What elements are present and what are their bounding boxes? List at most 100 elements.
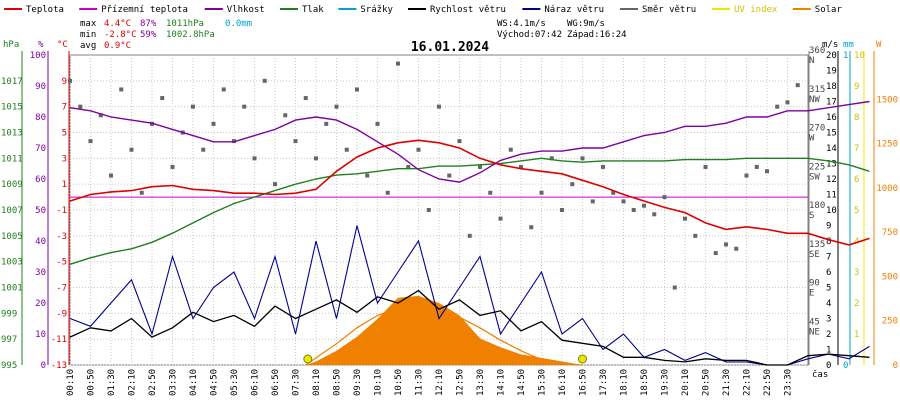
wind-axis-tick: 16 (826, 113, 837, 123)
wind-direction-point (785, 100, 790, 105)
wind-direction-point (385, 190, 390, 195)
humidity-axis-tick: 100 (30, 51, 46, 61)
wind-direction-point (314, 156, 318, 161)
uv-axis-tick: 8 (854, 113, 859, 123)
direction-axis-tick: 270 (809, 124, 825, 134)
solar-axis-tick: 1000 (876, 184, 898, 194)
wind-direction-point (672, 285, 677, 290)
direction-axis-name: W (809, 134, 815, 144)
wind-direction-point (334, 104, 339, 109)
wind-axis-tick: 6 (826, 268, 831, 278)
time-tick: 15:30 (538, 369, 548, 396)
wind-direction-point (478, 164, 482, 169)
time-tick: 05:30 (230, 369, 240, 396)
wind-direction-point (355, 87, 359, 92)
stats-max-rain: 0.0mm (225, 19, 252, 29)
uv-axis-tick: 3 (854, 268, 859, 278)
time-axis-label: čas (812, 369, 828, 380)
stats-avg-label: avg (80, 41, 96, 51)
wind-direction-point (221, 87, 226, 92)
pressure-axis-tick: 1015 (1, 103, 23, 113)
wind-axis-tick: 1 (826, 346, 831, 356)
legend-label: Vlhkost (227, 5, 265, 15)
time-tick: 10:50 (394, 369, 404, 396)
wind-direction-point (570, 182, 575, 187)
solar-axis-tick: 1250 (876, 140, 898, 150)
sunset-marker (578, 354, 587, 364)
time-tick: 07:30 (292, 369, 302, 396)
pressure-axis-tick: 997 (1, 335, 17, 345)
wind-direction-point (170, 164, 175, 169)
wind-direction-point (590, 199, 595, 204)
temp-axis-tick: -9 (56, 309, 67, 319)
wind-direction-point (344, 147, 349, 152)
wind-direction-point (375, 121, 380, 126)
pressure-axis-tick: 1003 (1, 258, 23, 268)
wind-direction-point (519, 164, 523, 169)
wind-axis-tick: 11 (826, 191, 837, 201)
wind-direction-point (652, 212, 657, 217)
temp-axis-tick: -5 (56, 258, 67, 268)
pressure-axis-tick: 1009 (1, 180, 23, 190)
time-tick: 00:50 (87, 369, 97, 396)
stats-min-temp: -2.8°C (104, 30, 137, 40)
wind-direction-point (601, 164, 605, 169)
stats-sunrise: Východ:07:42 (497, 30, 562, 40)
legend-label: Tlak (302, 5, 324, 15)
wind-direction-point (498, 216, 503, 221)
time-tick: 14:10 (497, 369, 507, 396)
time-tick: 18:10 (620, 369, 630, 396)
legend-label: UV index (734, 5, 778, 15)
uv-axis-tick: 5 (854, 206, 859, 216)
wind-direction-point (580, 156, 585, 161)
time-tick: 09:30 (353, 369, 363, 396)
direction-axis-tick: 180 (809, 201, 825, 211)
time-tick: 11:30 (415, 369, 425, 396)
wind-direction-point (457, 139, 462, 144)
time-tick: 06:10 (251, 369, 261, 396)
time-tick: 12:50 (456, 369, 466, 396)
pressure-axis-tick: 999 (1, 309, 17, 319)
solar-max-line (305, 305, 583, 366)
time-tick: 13:30 (476, 369, 486, 396)
wind-direction-point (539, 190, 544, 195)
solar-axis-unit: W (876, 40, 882, 50)
time-tick: 17:30 (599, 369, 609, 396)
temperature-line (69, 139, 870, 246)
direction-axis-name: SW (809, 172, 820, 182)
time-tick: 04:10 (189, 369, 199, 396)
wind-axis-tick: 0 (826, 361, 831, 371)
uv-axis-tick: 6 (854, 175, 859, 185)
temp-axis-tick: 1 (62, 180, 67, 190)
direction-axis-name: NW (809, 95, 820, 105)
wind-direction-point (775, 104, 780, 109)
humidity-axis-unit: % (38, 40, 44, 50)
humidity-axis-tick: 90 (35, 82, 46, 92)
wind-direction-point (426, 208, 431, 212)
time-tick: 14:50 (517, 369, 527, 396)
wind-direction-point (160, 96, 165, 101)
time-tick: 16:10 (558, 369, 568, 396)
time-tick: 12:10 (435, 369, 445, 396)
pressure-axis-tick: 995 (1, 361, 17, 371)
wind-axis-tick: 14 (826, 144, 837, 154)
stats-min-press: 1002.8hPa (166, 30, 215, 40)
chart-title: 16.01.2024 (411, 40, 489, 55)
legend-label: Solar (815, 5, 843, 15)
wind-direction-point (406, 164, 411, 169)
legend-label: Srážky (360, 5, 393, 15)
pressure-axis-unit: hPa (3, 40, 19, 50)
time-tick: 20:10 (681, 369, 691, 396)
wind-axis-tick: 20 (826, 51, 837, 61)
legend-label: Přízemní teplota (101, 5, 188, 15)
wind-axis-tick: 5 (826, 284, 831, 294)
wind-axis-tick: 18 (826, 82, 837, 92)
wind-axis-unit: m/s (822, 40, 838, 50)
humidity-axis-tick: 0 (41, 361, 46, 371)
pressure-line (69, 157, 870, 265)
time-tick: 20:50 (702, 369, 712, 396)
wind-speed-line (69, 289, 870, 366)
pressure-axis-tick: 1001 (1, 284, 23, 294)
wind-axis-tick: 3 (826, 315, 831, 325)
